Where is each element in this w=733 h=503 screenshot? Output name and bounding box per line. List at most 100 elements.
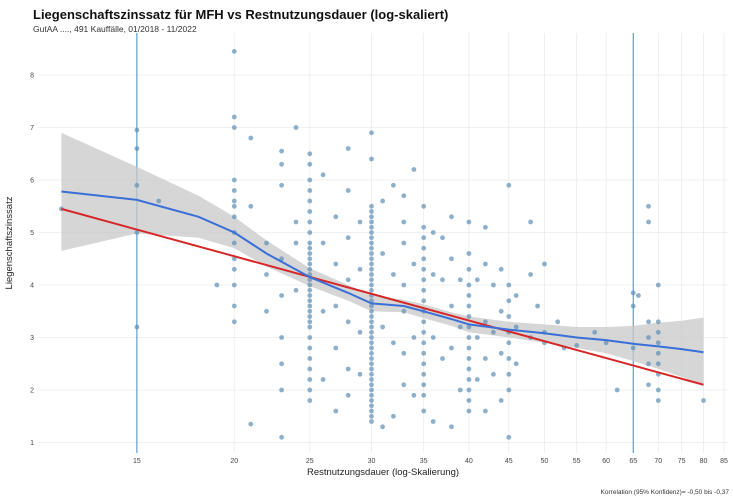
data-point [369,219,374,225]
data-point [369,413,374,419]
regression-line [61,207,704,386]
data-point [401,282,407,288]
data-point [307,230,313,235]
data-point [345,188,351,193]
data-point [555,319,561,325]
data-point [307,266,313,272]
data-point [307,366,313,372]
data-point [231,114,237,120]
data-point [369,240,374,246]
data-point [483,319,488,325]
data-point [491,371,496,377]
x-tick-label: 60 [602,458,610,465]
data-point [646,203,651,209]
data-point [369,356,374,361]
data-point [449,303,454,309]
data-point [333,303,339,309]
data-point [466,303,472,309]
data-point [307,177,313,183]
data-point [231,188,237,193]
data-point [457,324,463,330]
data-point [369,408,374,414]
x-tick-label: 45 [505,458,513,465]
data-point [264,308,269,314]
data-point [474,335,480,340]
data-point [345,235,351,241]
data-point [369,214,374,220]
data-point [264,272,269,277]
data-point [369,392,374,398]
data-point [307,188,313,193]
data-point [134,127,140,133]
data-point [369,209,374,214]
data-point [307,314,313,319]
data-point [440,356,445,361]
data-point [231,125,237,130]
x-tick-label: 85 [720,458,728,465]
data-point [474,277,480,283]
data-point [307,209,313,214]
y-tick-label: 8 [30,73,34,80]
data-point [307,303,313,309]
data-point [380,324,385,330]
data-point [421,203,427,209]
data-point [369,224,374,230]
data-point [498,350,504,356]
data-point [421,277,427,283]
data-point [421,235,427,241]
data-point [655,282,661,288]
data-point [293,125,299,130]
data-point [307,161,313,167]
data-point [430,419,436,424]
data-point [369,403,374,409]
data-point [498,398,504,403]
data-point [279,387,284,393]
data-point [231,214,237,220]
data-point [248,421,254,427]
data-point [655,319,661,325]
data-point [307,287,313,293]
data-point [483,356,488,361]
data-point [542,261,547,267]
data-point [457,277,463,283]
data-point [513,293,519,298]
data-point [279,434,284,440]
data-point [646,335,651,340]
data-point [307,240,313,246]
x-tick-label: 30 [368,458,376,465]
y-tick-label: 5 [30,230,34,237]
data-point [401,193,407,199]
data-point [369,319,374,325]
data-point [231,240,237,246]
data-point [369,277,374,283]
data-point [380,424,385,430]
data-point [369,245,374,251]
data-point [506,371,512,377]
data-point [369,256,374,262]
data-point [307,219,313,225]
data-point [307,345,313,351]
data-point [449,345,454,351]
data-point [535,303,540,309]
data-point [248,203,254,209]
data-point [369,366,374,372]
y-tick-label: 3 [30,335,34,342]
data-point [655,350,661,356]
x-tick-label: 65 [629,458,637,465]
data-point [307,293,313,298]
data-point [506,434,512,440]
data-point [357,329,363,335]
x-tick-label: 20 [230,458,238,465]
data-point [440,235,445,241]
data-point [513,324,519,330]
data-point [357,266,363,272]
data-point [369,361,374,367]
data-point [440,277,445,283]
data-point [307,319,313,325]
data-point [466,408,472,414]
data-point [357,371,363,377]
data-point [248,135,254,141]
data-point [369,377,374,382]
data-point [401,382,407,388]
